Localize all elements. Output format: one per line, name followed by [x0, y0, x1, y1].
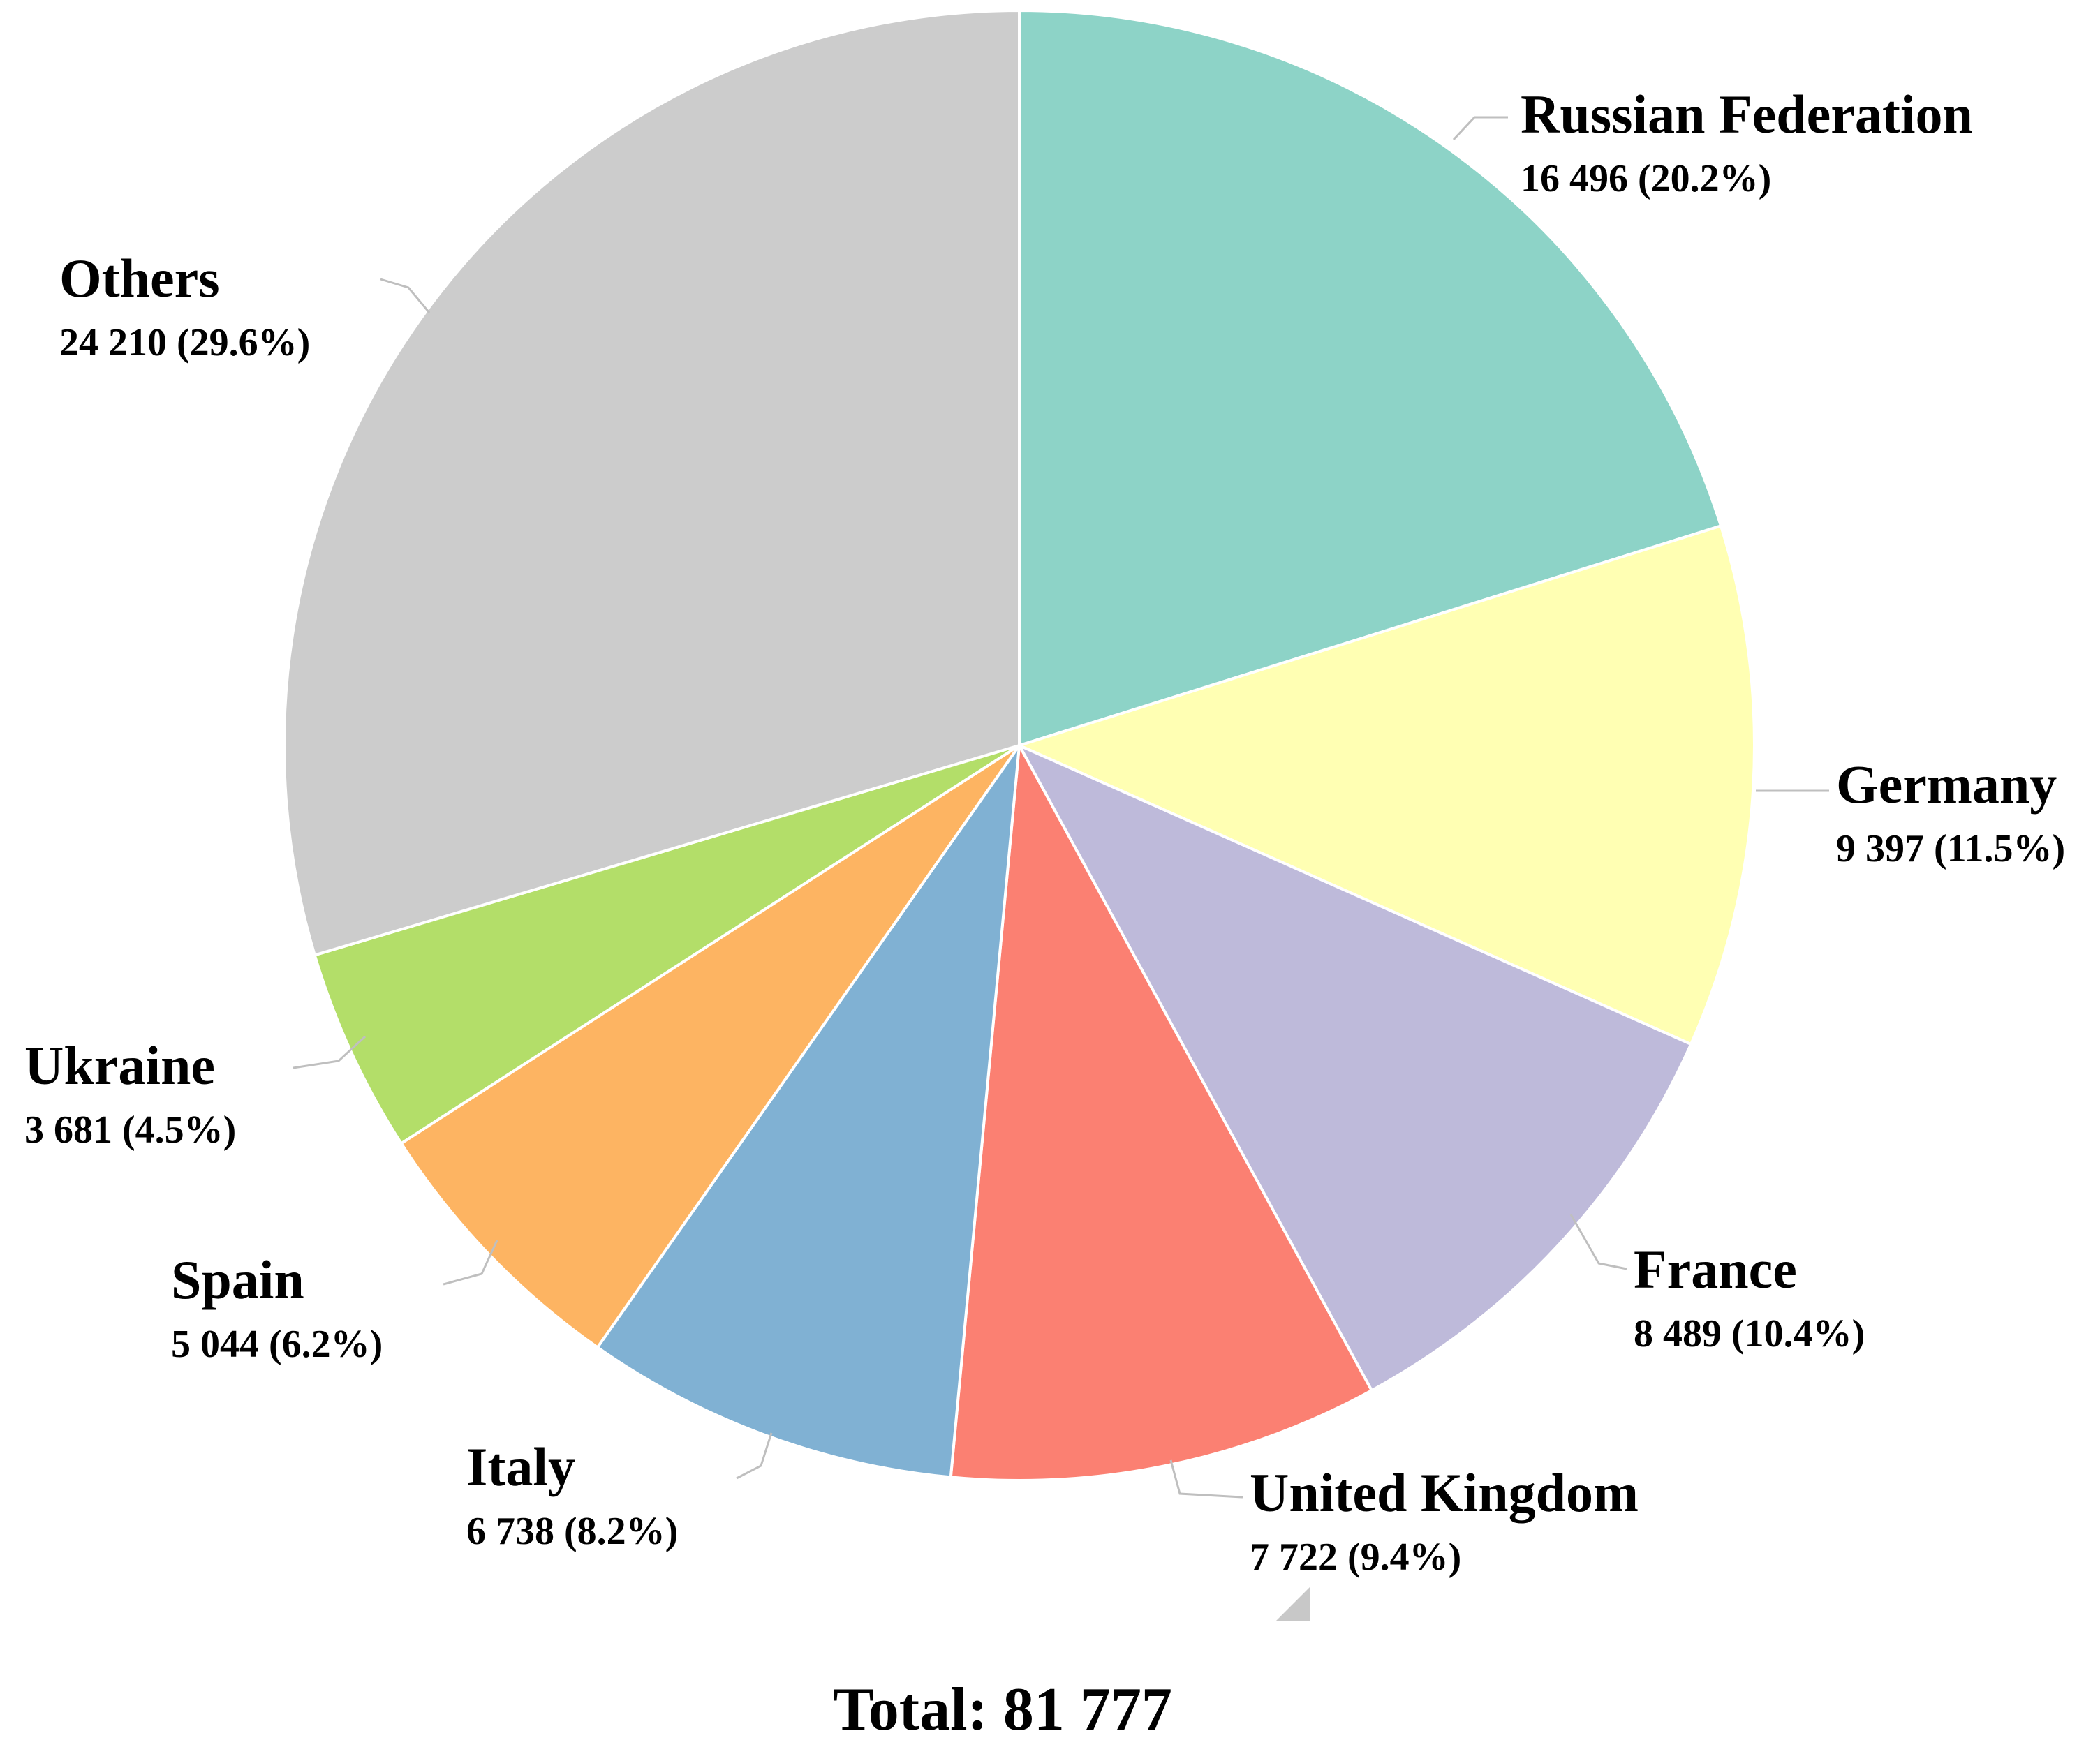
pie-slices	[283, 8, 1756, 1482]
leader-line	[1569, 1214, 1627, 1270]
slice-name-label: Ukraine	[24, 1035, 215, 1096]
slice-value-label: 16 496 (20.2%)	[1521, 157, 1771, 200]
leader-line	[443, 1240, 498, 1286]
slice-labels: Russian Federation 16 496 (20.2%) Germany 9…	[24, 84, 2065, 1579]
slice-name-label: Italy	[466, 1436, 575, 1497]
leader-line	[736, 1432, 773, 1480]
slice-value-label: 24 210 (29.6%)	[59, 321, 310, 364]
leader-line	[1452, 116, 1508, 141]
pie-slice-others	[283, 8, 1021, 957]
total-label: Total: 81 777	[833, 1676, 1172, 1744]
pie-slice-united-kingdom	[949, 741, 1374, 1482]
slice-value-label: 8 489 (10.4%)	[1634, 1312, 1865, 1355]
slice-name-label: France	[1634, 1239, 1797, 1300]
leader-line	[380, 278, 431, 313]
slice-value-label: 3 681 (4.5%)	[24, 1108, 236, 1152]
slice-name-label: Germany	[1836, 754, 2057, 815]
leader-line	[293, 1035, 367, 1069]
leader-line	[1169, 1459, 1243, 1499]
slice-value-label: 6 738 (8.2%)	[466, 1510, 678, 1553]
slice-value-label: 9 397 (11.5%)	[1836, 827, 2065, 870]
leader-lines	[293, 116, 1829, 1499]
slice-name-label: Russian Federation	[1521, 84, 1973, 144]
slice-value-label: 7 722 (9.4%)	[1250, 1536, 1461, 1579]
pie-slice-germany	[1015, 523, 1756, 1046]
slice-name-label: United Kingdom	[1250, 1462, 1639, 1523]
pie-slice-france	[1016, 742, 1693, 1392]
pie-slice-italy	[596, 740, 1021, 1479]
pie-slice-ukraine	[313, 744, 1021, 1145]
slice-name-label: Spain	[171, 1249, 304, 1310]
pie-slice-russian-federation	[1018, 8, 1723, 748]
resize-grip-icon[interactable]	[1276, 1587, 1310, 1621]
slice-value-label: 5 044 (6.2%)	[171, 1323, 383, 1366]
slice-name-label: Others	[59, 248, 220, 309]
